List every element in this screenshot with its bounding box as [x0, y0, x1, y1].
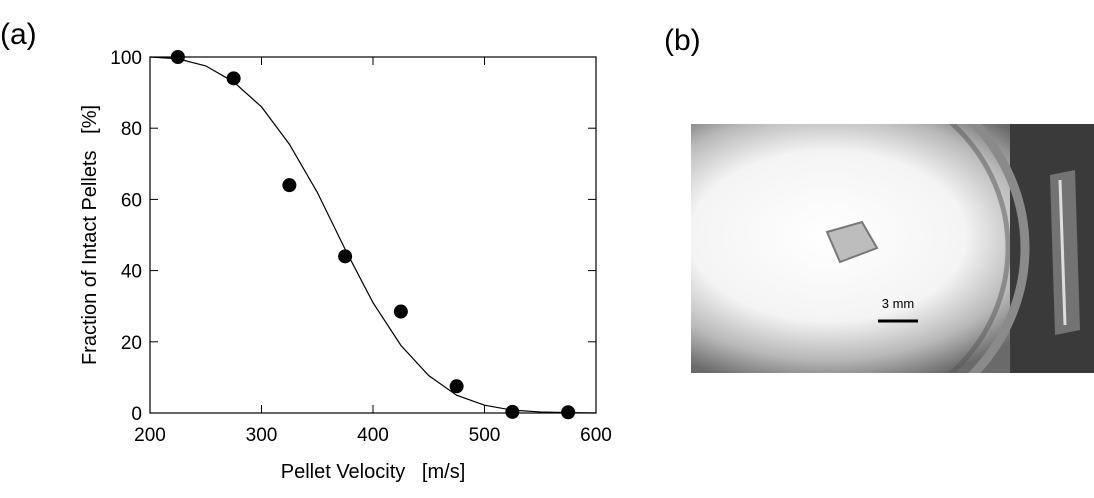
plot-frame — [149, 56, 597, 414]
panel-label: (a) — [0, 18, 37, 51]
y-axis-label: Fraction of Intact Pellets [%] — [79, 105, 101, 365]
x-tick-label: 600 — [580, 425, 612, 446]
y-tick-label: 60 — [121, 190, 142, 211]
photo-ring — [691, 124, 1011, 373]
photo-holder — [1050, 170, 1080, 335]
y-tick-label: 40 — [121, 262, 142, 283]
y-tick-label: 80 — [121, 119, 142, 140]
panel-label: (b) — [664, 24, 701, 57]
data-point — [226, 71, 241, 86]
scale-label: 3 mm — [882, 296, 915, 311]
y-tick-label: 0 — [131, 404, 142, 425]
data-point — [393, 304, 408, 319]
x-axis-label: Pellet Velocity [m/s] — [281, 461, 466, 483]
x-tick-label: 400 — [357, 425, 389, 446]
photo: 3 mm — [691, 124, 1094, 373]
data-point — [449, 379, 464, 394]
data-point — [561, 405, 576, 420]
data-point — [338, 249, 353, 264]
y-tick-label: 20 — [121, 333, 142, 354]
data-point — [282, 178, 297, 193]
pellet — [825, 220, 879, 264]
photo-ring — [968, 124, 1030, 373]
data-point — [505, 404, 520, 419]
x-tick-label: 300 — [246, 425, 278, 446]
y-tick-label: 100 — [110, 48, 142, 69]
data-point — [170, 50, 185, 64]
photo-holder — [1058, 179, 1067, 326]
x-tick-label: 200 — [134, 425, 166, 446]
fit-line — [149, 56, 597, 414]
x-tick-label: 500 — [469, 425, 501, 446]
plot: 200 300 400 500 600 0 20 40 60 80 100 — [110, 48, 612, 446]
